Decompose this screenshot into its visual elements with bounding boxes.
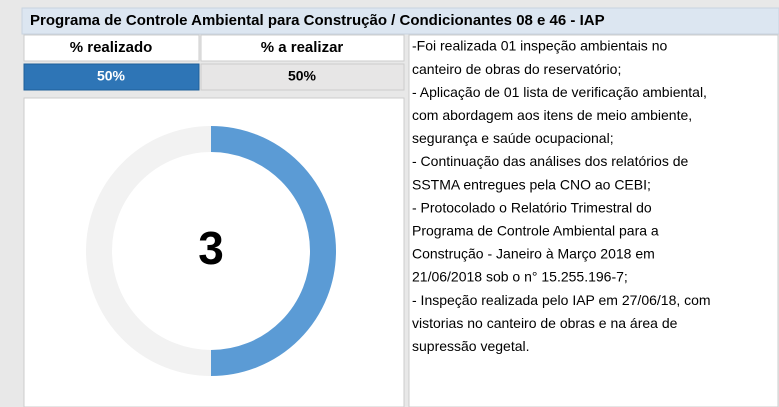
donut-segment [210, 126, 336, 376]
note-line: canteiro de obras do reservatório; [412, 61, 621, 77]
note-line: Programa de Controle Ambiental para a [412, 223, 659, 239]
note-line: supressão vegetal. [412, 338, 530, 354]
header-cell [23, 34, 200, 62]
notes-panel [408, 34, 779, 407]
value-label: 50% [97, 68, 126, 84]
header-cell [200, 34, 405, 62]
note-line: Construção - Janeiro à Março 2018 em [412, 246, 655, 262]
note-line: - Protocolado o Relatório Trimestral do [412, 199, 652, 215]
note-line: - Aplicação de 01 lista de verificação a… [412, 84, 707, 100]
note-line: segurança e saúde ocupacional; [412, 130, 614, 146]
donut-center-label: 3 [198, 222, 224, 274]
value-cell [23, 63, 200, 91]
note-line: - Inspeção realizada pelo IAP em 27/06/1… [412, 292, 711, 308]
note-line: com abordagem aos itens de meio ambiente… [412, 107, 692, 123]
notes: -Foi realizada 01 inspeção ambientais no… [412, 38, 711, 354]
note-line: - Continuação das análises dos relatório… [412, 153, 688, 169]
header-label: % realizado [70, 39, 153, 56]
donut [86, 126, 336, 376]
title: Programa de Controle Ambiental para Cons… [30, 12, 605, 29]
title-bar [21, 7, 779, 35]
note-line: 21/06/2018 sob o n° 15.255.196-7; [412, 269, 628, 285]
header-label: % a realizar [261, 39, 344, 56]
note-line: vistorias no canteiro de obras e na área… [412, 315, 678, 331]
note-line: SSTMA entregues pela CNO ao CEBI; [412, 176, 651, 192]
value-label: 50% [288, 68, 317, 84]
note-line: -Foi realizada 01 inspeção ambientais no [412, 38, 667, 54]
value-cell [200, 63, 405, 91]
donut-segment [86, 126, 212, 376]
